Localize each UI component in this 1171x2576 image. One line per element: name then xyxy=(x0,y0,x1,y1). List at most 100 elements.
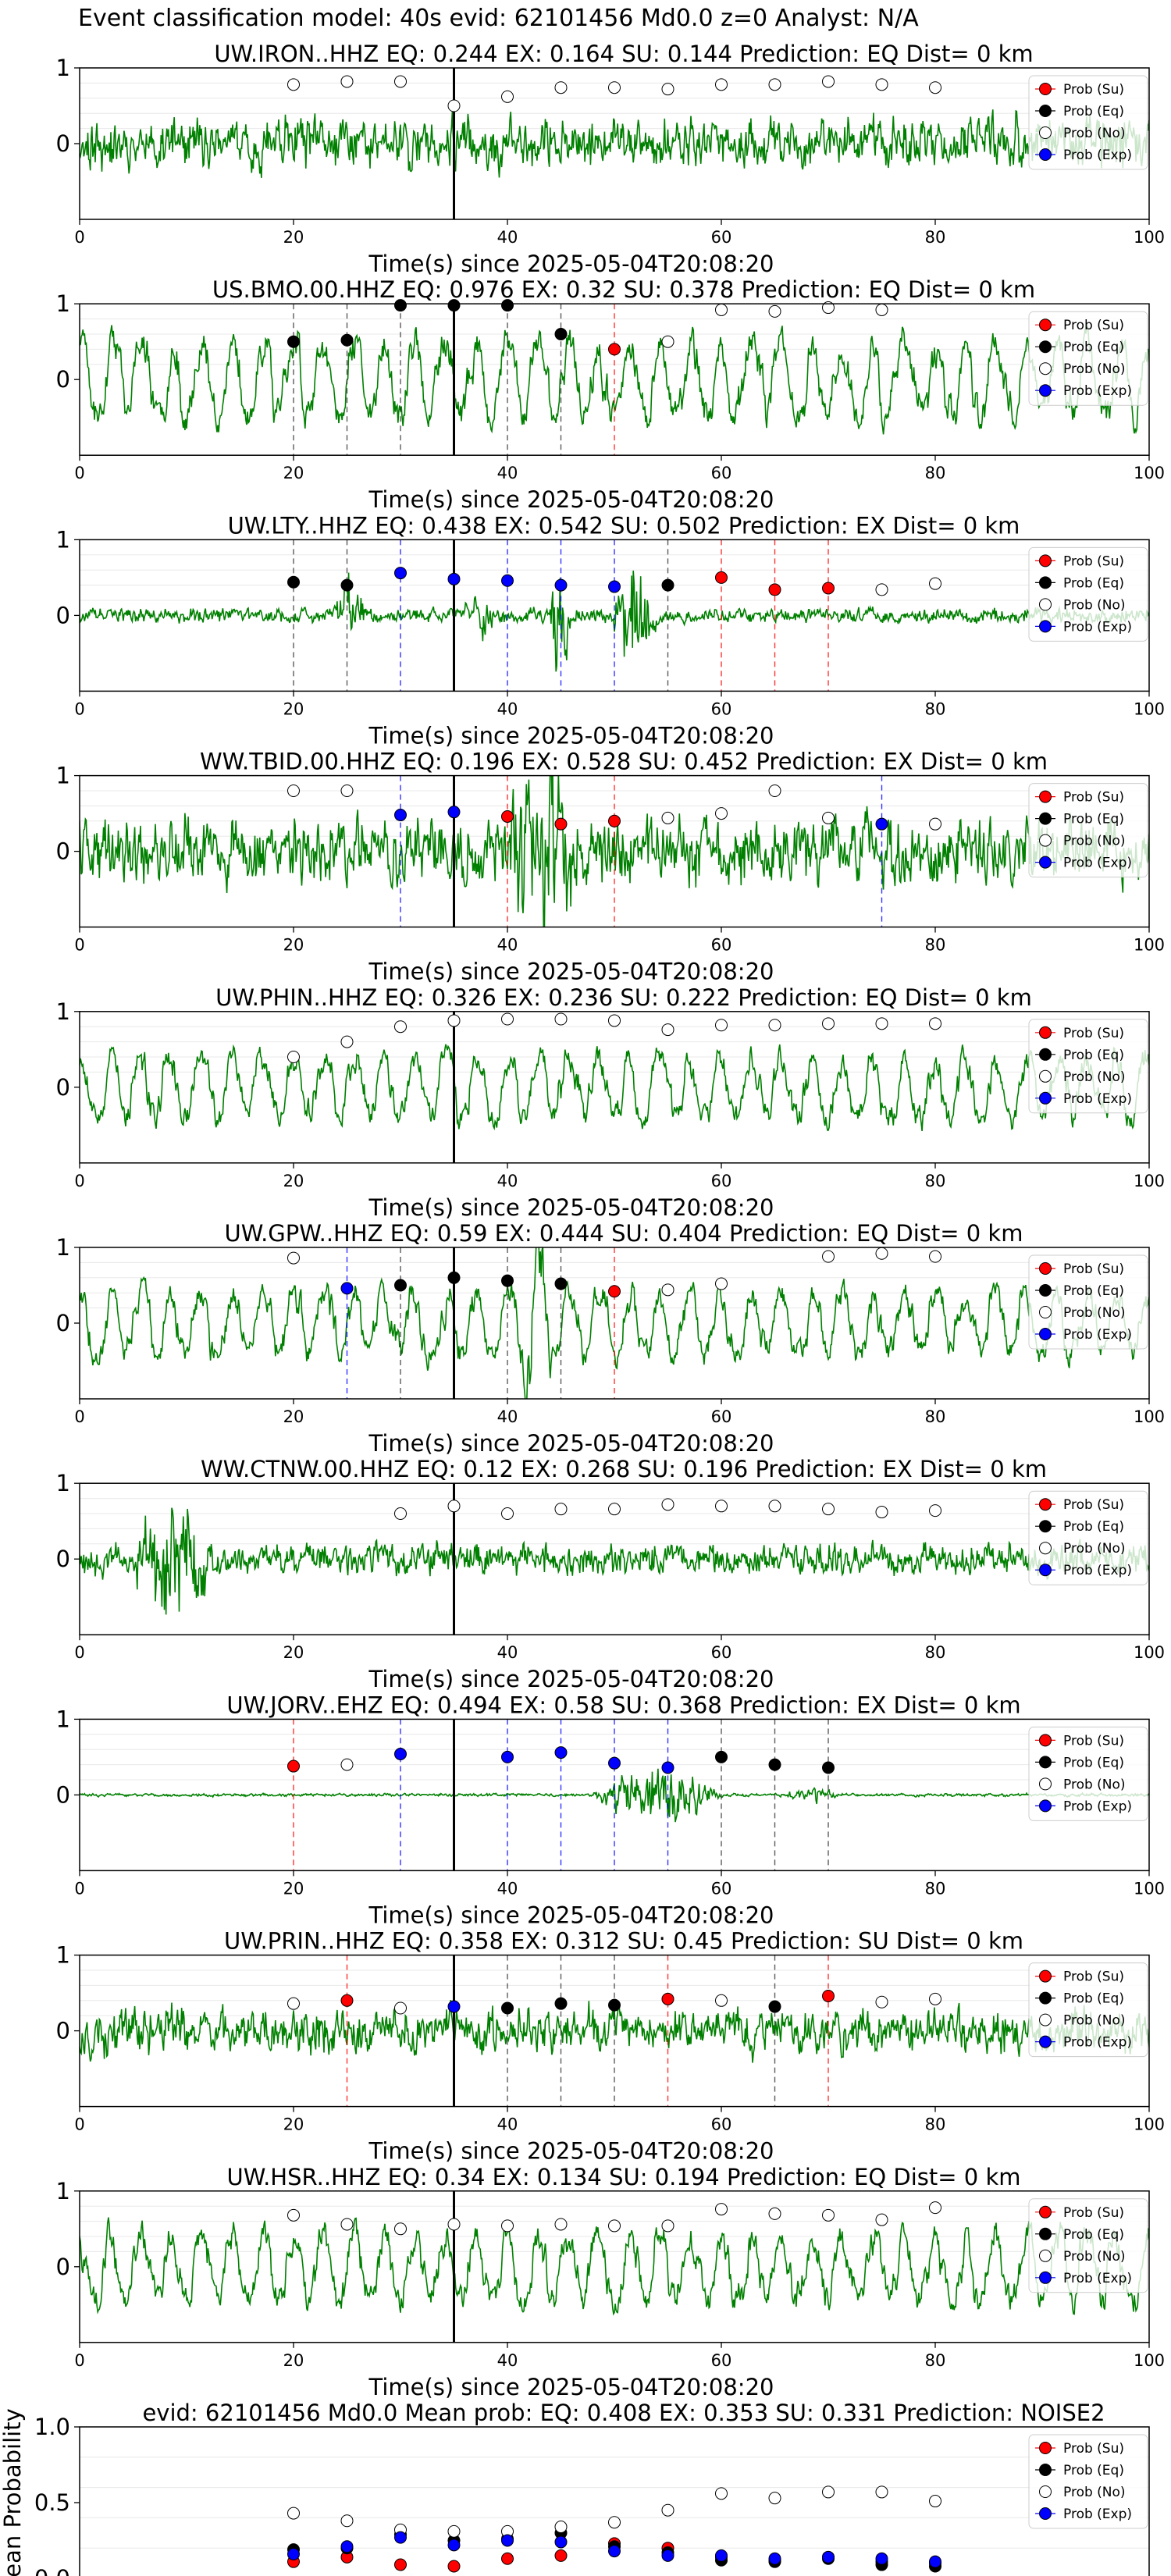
mean-prob-marker-exp xyxy=(608,2545,621,2558)
legend-marker xyxy=(1039,1069,1052,1083)
x-axis-label: Time(s) since 2025-05-04T20:08:20 xyxy=(368,1430,774,1457)
legend-box xyxy=(1028,311,1148,406)
x-tick-label: 60 xyxy=(711,2351,732,2370)
prob-marker-no xyxy=(715,2203,728,2216)
legend-marker xyxy=(1039,1542,1052,1555)
legend-label: Prob (Su) xyxy=(1063,553,1124,569)
legend-label: Prob (Exp) xyxy=(1063,2271,1132,2286)
prob-marker-su xyxy=(661,1992,674,2005)
waveform-trace xyxy=(80,2217,1149,2316)
legend-marker xyxy=(1039,1564,1052,1577)
prob-marker-no xyxy=(929,1017,941,1030)
x-tick-label: 0 xyxy=(74,1172,84,1190)
x-tick-label: 80 xyxy=(925,699,946,718)
legend-marker xyxy=(1039,318,1052,332)
prob-marker-eq xyxy=(340,333,354,347)
legend-label: Prob (No) xyxy=(1063,2249,1126,2265)
x-tick-label: 100 xyxy=(1134,464,1165,482)
station-panel: 0 20 40 60 80 100 1 0 UW.IRON..HHZ EQ: 0.244 EX:… xyxy=(56,41,1166,277)
legend-marker xyxy=(1039,576,1052,589)
prob-marker-no xyxy=(554,81,568,94)
waveform-trace xyxy=(80,1768,1149,1823)
prob-marker-no xyxy=(608,2219,621,2233)
prob-marker-exp xyxy=(608,1756,621,1770)
prob-marker-eq xyxy=(822,1761,835,1774)
legend-marker xyxy=(1039,2442,1052,2454)
prob-marker-exp xyxy=(608,580,621,593)
legend-marker xyxy=(1039,1284,1052,1297)
prob-marker-exp xyxy=(554,578,568,592)
x-tick-label: 80 xyxy=(925,228,946,247)
prob-marker-no xyxy=(661,335,674,348)
x-tick-label: 20 xyxy=(283,1879,304,1898)
x-tick-label: 0 xyxy=(74,464,84,482)
x-tick-label: 20 xyxy=(283,1407,304,1426)
y-tick-label: 1.0 xyxy=(34,2414,70,2440)
station-panel: 0 20 40 60 80 100 1 0 UW.GPW..HHZ EQ: 0.59 EX: 0… xyxy=(56,1220,1166,1457)
mean-prob-marker-exp xyxy=(929,2555,941,2568)
prob-marker-no xyxy=(394,2222,407,2236)
prob-marker-eq xyxy=(501,1274,514,1287)
legend-marker xyxy=(1039,1777,1052,1791)
x-tick-label: 100 xyxy=(1134,1643,1165,1662)
x-tick-label: 80 xyxy=(925,936,946,955)
prob-marker-no xyxy=(822,2208,835,2222)
panel-title: UW.GPW..HHZ EQ: 0.59 EX: 0.444 SU: 0.404… xyxy=(225,1220,1023,1247)
legend-label: Prob (No) xyxy=(1063,2485,1126,2500)
prob-marker-exp xyxy=(875,817,888,831)
legend-label: Prob (Su) xyxy=(1063,2441,1124,2457)
prob-marker-eq xyxy=(768,2000,781,2013)
legend-marker xyxy=(1039,1262,1052,1275)
x-axis-label: Time(s) since 2025-05-04T20:08:20 xyxy=(368,1902,774,1928)
prob-marker-no xyxy=(661,2219,674,2233)
legend-label: Prob (Eq) xyxy=(1063,1755,1124,1770)
legend-marker xyxy=(1039,2507,1052,2520)
mean-prob-marker-exp xyxy=(340,2540,354,2553)
x-axis-label: Time(s) since 2025-05-04T20:08:20 xyxy=(368,722,774,749)
x-tick-label: 60 xyxy=(711,2115,732,2134)
panel-title: UW.PHIN..HHZ EQ: 0.326 EX: 0.236 SU: 0.2… xyxy=(215,984,1032,1011)
y-tick-label: 1 xyxy=(56,55,70,81)
legend-marker xyxy=(1039,126,1052,139)
legend-label: Prob (Su) xyxy=(1063,318,1124,333)
x-tick-label: 20 xyxy=(283,936,304,955)
prob-marker-exp xyxy=(340,1282,354,1295)
y-tick-label: 0 xyxy=(56,366,70,393)
legend-label: Prob (Su) xyxy=(1063,1969,1124,1985)
legend-label: Prob (Exp) xyxy=(1063,1799,1132,1814)
prob-marker-no xyxy=(287,1251,300,1265)
legend-box xyxy=(1028,546,1148,642)
prob-marker-no xyxy=(394,2001,407,2015)
prob-marker-no xyxy=(447,1500,461,1513)
prob-marker-no xyxy=(715,1500,728,1513)
x-axis-label: Time(s) since 2025-05-04T20:08:20 xyxy=(368,2138,774,2165)
prob-marker-su xyxy=(340,1994,354,2007)
station-panel: 0 20 40 60 80 100 1 0 WW.CTNW.00.HHZ EQ: 0.12 EX… xyxy=(56,1456,1166,1692)
legend-label: Prob (Exp) xyxy=(1063,856,1132,871)
prob-marker-no xyxy=(554,2218,568,2231)
x-tick-label: 20 xyxy=(283,1643,304,1662)
prob-marker-no xyxy=(822,301,835,315)
legend-label: Prob (Su) xyxy=(1063,1497,1124,1513)
legend-marker xyxy=(1039,2013,1052,2026)
prob-marker-exp xyxy=(394,1748,407,1761)
legend-label: Prob (Eq) xyxy=(1063,104,1124,119)
legend-marker xyxy=(1039,1991,1052,2005)
station-panel: 0 20 40 60 80 100 1 0 UW.JORV..EHZ EQ: 0.494 EX:… xyxy=(56,1692,1166,1928)
prob-marker-no xyxy=(661,83,674,96)
prob-marker-no xyxy=(447,99,461,112)
y-tick-label: 0 xyxy=(56,2254,70,2280)
prob-marker-eq xyxy=(554,1277,568,1290)
legend-marker xyxy=(1039,1328,1052,1340)
y-tick-label: 0.5 xyxy=(34,2489,70,2516)
prob-marker-no xyxy=(929,81,941,94)
prob-marker-eq xyxy=(287,335,300,348)
legend-label: Prob (Eq) xyxy=(1063,812,1124,827)
legend-label: Prob (Eq) xyxy=(1063,2227,1124,2243)
legend-label: Prob (Su) xyxy=(1063,82,1124,98)
x-tick-label: 40 xyxy=(497,464,518,482)
legend-marker xyxy=(1039,2485,1052,2498)
prob-marker-no xyxy=(715,807,728,820)
